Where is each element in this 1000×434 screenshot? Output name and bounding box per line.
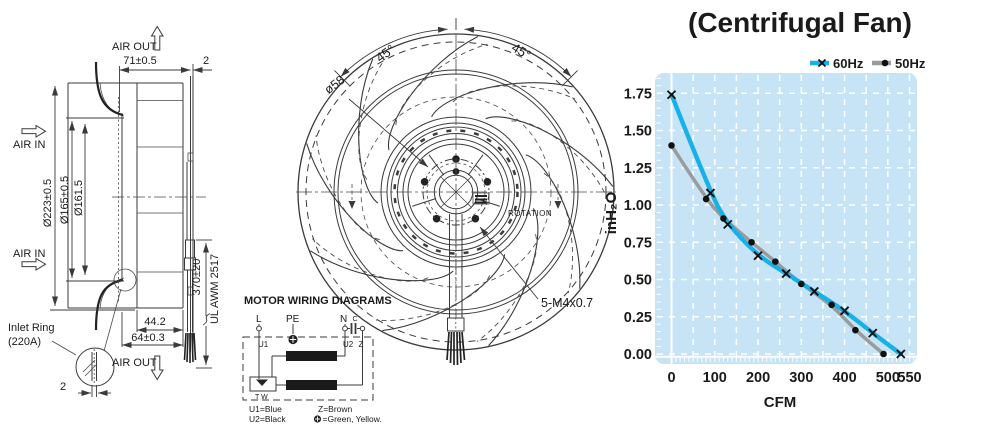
legend-z: Z=Brown [318,404,353,414]
svg-text:1.50: 1.50 [624,124,652,140]
legend-50hz-label: 50Hz [895,56,926,71]
air-out-top-label: AIR OUT [112,41,157,53]
air-in-upper-label: AIR IN [13,139,45,151]
svg-text:100: 100 [703,370,727,386]
chart-title: (Centrifugal Fan) [688,7,912,38]
dim-depth-label: 71±0.5 [123,55,157,67]
dim-inner-dia-label: Ø161.5 [73,180,85,216]
front-view-drawing: 45° 45° ø58 ROTATION 5-M4x0.7 [296,18,616,366]
svg-text:0.50: 0.50 [624,273,652,289]
legend-earth: =Green, Yellow. [323,414,382,424]
tap-u2-label: U2 [343,340,354,349]
cable-spec-label: UL AWM 2517 [209,254,221,324]
terminal-pe-label: PE [286,314,300,325]
rotation-indicator-arrows [348,184,562,209]
legend-u2: U2=Black [249,414,286,424]
y-axis-label: inH₂O [603,191,620,234]
chart-tick-labels: 0.00 0.25 0.50 0.75 1.00 1.25 1.50 1.75 0 100 200 3… [624,86,922,386]
winding-aux [286,380,337,390]
air-in-lower-label: AIR IN [13,248,45,260]
inlet-ring-detail-circle [75,347,115,387]
performance-chart: (Centrifugal Fan) 0.00 0.25 0.50 0.75 1.00 1.… [603,7,926,411]
svg-text:550: 550 [897,370,921,386]
svg-text:200: 200 [746,370,770,386]
svg-text:1.25: 1.25 [624,161,652,177]
dim-cable-length-label: 370±20 [191,259,203,296]
lead-wires [183,162,197,363]
angle-right-label: 45° [509,40,534,63]
chart-gridlines [655,73,917,364]
angle-dimensions [334,18,578,87]
inlet-ring-label-line1: Inlet Ring [8,322,54,334]
winding-main [286,351,337,361]
screw-spec-label: 5-M4x0.7 [541,296,593,310]
dim-outer-dia-label: Ø223±0.5 [42,179,54,227]
plot-area [655,73,917,364]
svg-text:0.25: 0.25 [624,310,652,326]
svg-text:400: 400 [832,370,856,386]
side-view-drawing: AIR OUT AIR IN AIR IN AIR OUT 71±0.5 2 Ø… [8,25,221,397]
svg-text:500: 500 [876,370,900,386]
wiring-title: MOTOR WIRING DIAGRAMS [244,295,392,307]
terminal-n-label: N [340,314,347,325]
wiring-diagram: MOTOR WIRING DIAGRAMS L PE N C [242,295,392,424]
angle-left-label: 45° [373,42,398,66]
tap-u1-label: U1 [258,340,269,349]
svg-text:1.75: 1.75 [624,86,652,102]
svg-text:0: 0 [667,370,675,386]
terminal-block-detail [472,192,490,205]
side-view-dimensions [50,64,212,397]
dim-ring-gap-label: 2 [60,381,66,393]
svg-text:0.75: 0.75 [624,235,652,251]
chart-series-lines [666,90,906,359]
shaft [446,214,466,366]
mounting-holes [420,155,492,223]
capacitor-label: C [353,316,358,323]
air-out-bottom-arrow-icon [150,355,164,381]
air-in-upper-arrow-icon [21,124,47,138]
terminal-l-label: L [256,314,262,325]
tap-z-label: Z [359,340,364,349]
legend-60hz-label: 60Hz [833,56,864,71]
dim-blade-width-label: 44.2 [144,316,165,328]
air-out-bottom-label: AIR OUT [112,357,157,369]
x-axis-label: CFM [764,394,797,411]
inlet-ring-label-line2: (220A) [8,336,41,348]
svg-text:300: 300 [789,370,813,386]
dim-scroll-width-label: 64±0.3 [131,332,165,344]
legend-u1: U1=Blue [249,404,282,414]
svg-text:0.00: 0.00 [624,347,652,363]
detail-callout-circle [113,268,137,292]
thermal-contact-icon [256,379,268,386]
air-in-lower-arrow-icon [21,257,47,271]
dim-mid-dia-label: Ø165±0.5 [59,176,71,224]
air-out-top-arrow-icon [150,25,164,51]
thermal-switch-label: T W [255,394,268,401]
svg-text:1.00: 1.00 [624,198,652,214]
inlet-ring-top-section [94,61,124,117]
rotation-label: ROTATION [508,209,552,218]
chart-legend-markers [810,58,891,68]
dim-plate-thickness-label: 2 [203,55,209,67]
